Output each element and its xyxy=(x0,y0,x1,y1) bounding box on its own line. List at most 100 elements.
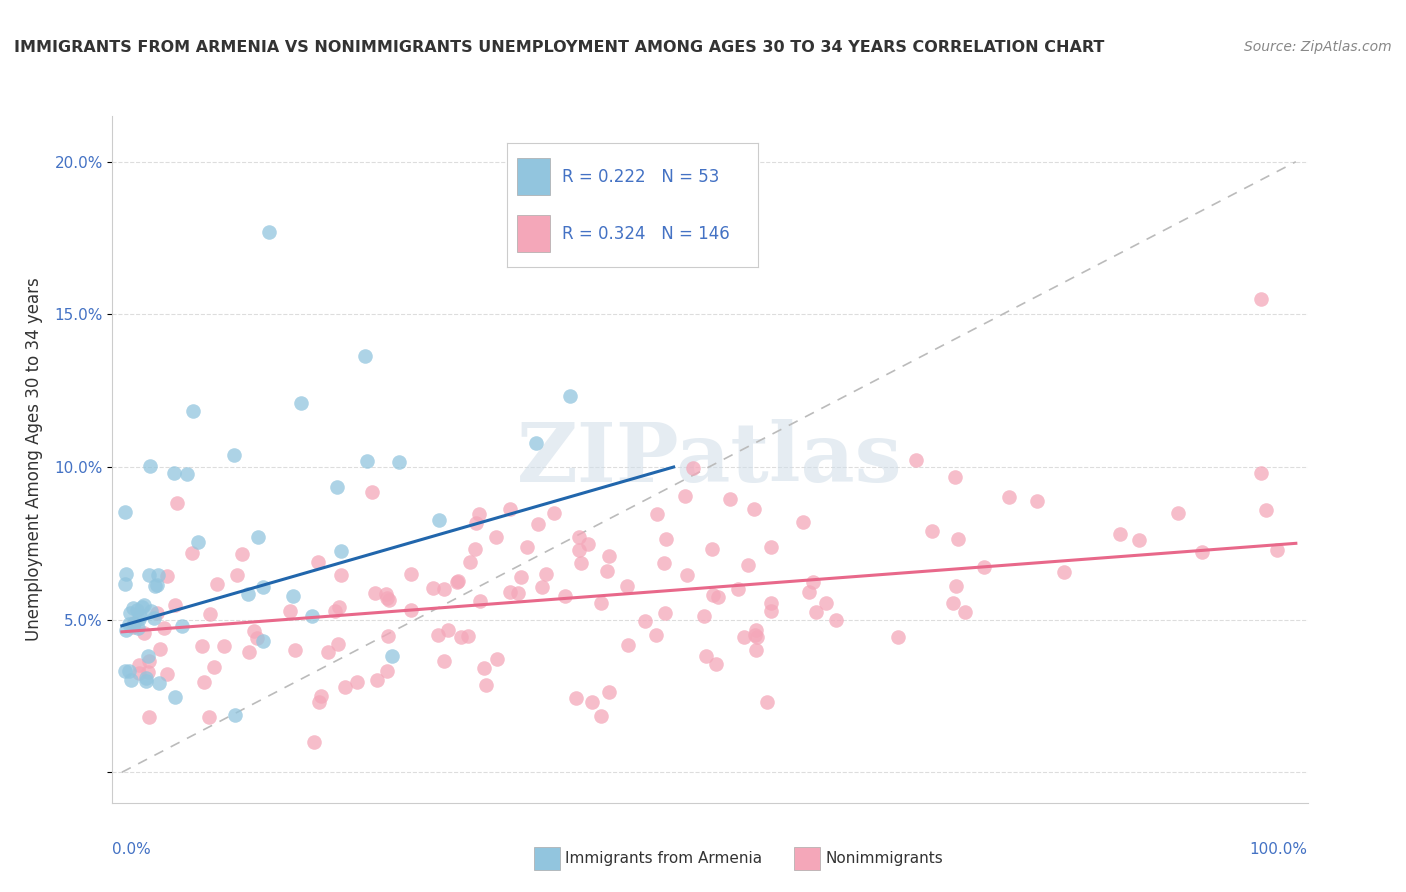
Point xyxy=(692,608,714,623)
Point xyxy=(118,606,141,620)
Point xyxy=(727,582,749,597)
Point xyxy=(761,540,783,554)
Point xyxy=(122,601,145,615)
Point xyxy=(498,501,520,516)
Point xyxy=(138,665,160,679)
Point xyxy=(510,570,533,584)
Point xyxy=(202,660,225,674)
Point xyxy=(330,568,353,582)
Point xyxy=(236,587,259,601)
Point xyxy=(145,578,167,592)
Point xyxy=(172,618,194,632)
Point xyxy=(422,582,444,596)
Point xyxy=(316,645,339,659)
Point xyxy=(450,630,472,644)
Point xyxy=(149,642,172,657)
Point xyxy=(247,530,270,544)
Point xyxy=(426,628,449,642)
Point xyxy=(307,555,329,569)
Point xyxy=(526,516,548,531)
Point xyxy=(799,585,821,599)
Point xyxy=(381,648,404,663)
Text: Source: ZipAtlas.com: Source: ZipAtlas.com xyxy=(1244,40,1392,54)
Point xyxy=(224,707,246,722)
Point xyxy=(464,542,486,557)
Point xyxy=(942,596,965,610)
Point xyxy=(136,648,159,663)
Point xyxy=(433,582,456,596)
Point xyxy=(366,673,388,687)
Point xyxy=(257,225,280,239)
Point xyxy=(921,524,943,538)
Point xyxy=(252,633,274,648)
Point xyxy=(446,574,468,589)
Point xyxy=(399,602,422,616)
Point xyxy=(128,666,150,681)
Point xyxy=(534,567,557,582)
Point xyxy=(143,611,166,625)
Point xyxy=(166,496,188,510)
Point xyxy=(363,585,385,599)
Point xyxy=(429,513,451,527)
Point xyxy=(346,674,368,689)
Point xyxy=(143,579,166,593)
Point xyxy=(465,516,488,530)
Point xyxy=(187,535,209,549)
Point xyxy=(616,579,638,593)
Point xyxy=(243,624,266,638)
Point xyxy=(181,403,204,417)
Point xyxy=(457,628,479,642)
Point xyxy=(652,556,675,570)
Point xyxy=(737,558,759,573)
Point xyxy=(156,569,179,583)
Text: ZIPatlas: ZIPatlas xyxy=(517,419,903,500)
Point xyxy=(328,637,350,651)
Point xyxy=(486,652,509,666)
Point xyxy=(815,597,838,611)
Point xyxy=(388,455,411,469)
Point xyxy=(128,611,150,625)
Point xyxy=(943,469,966,483)
Point xyxy=(212,639,235,653)
Point xyxy=(825,614,848,628)
Point xyxy=(516,541,538,555)
Point xyxy=(114,664,136,678)
Point xyxy=(114,577,136,591)
Point xyxy=(568,542,591,557)
Point xyxy=(886,631,908,645)
Point xyxy=(565,690,588,705)
Point xyxy=(1191,545,1213,559)
Point xyxy=(329,544,352,558)
Point xyxy=(644,628,666,642)
Point xyxy=(280,604,302,618)
Point xyxy=(323,604,346,618)
Point xyxy=(1265,543,1288,558)
Point xyxy=(122,616,145,631)
Point xyxy=(354,349,377,363)
Point xyxy=(120,673,142,688)
Point xyxy=(375,664,398,678)
Point xyxy=(543,506,565,520)
Y-axis label: Unemployment Among Ages 30 to 34 years: Unemployment Among Ages 30 to 34 years xyxy=(25,277,44,641)
Point xyxy=(654,607,676,621)
Point xyxy=(598,685,620,699)
Point xyxy=(193,675,215,690)
Point xyxy=(377,629,399,643)
Point xyxy=(1053,565,1076,579)
Point xyxy=(654,532,676,546)
Point xyxy=(506,586,529,600)
Point xyxy=(141,604,163,618)
Point xyxy=(356,454,378,468)
Point xyxy=(955,605,977,619)
Point xyxy=(165,598,187,612)
Point xyxy=(131,599,153,614)
Point xyxy=(1256,502,1278,516)
Point xyxy=(114,566,136,581)
Point xyxy=(139,458,162,473)
Point xyxy=(129,608,152,623)
Point xyxy=(433,655,456,669)
Point xyxy=(1026,494,1049,508)
Point xyxy=(485,530,508,544)
Point xyxy=(1108,527,1130,541)
Point xyxy=(375,587,398,601)
